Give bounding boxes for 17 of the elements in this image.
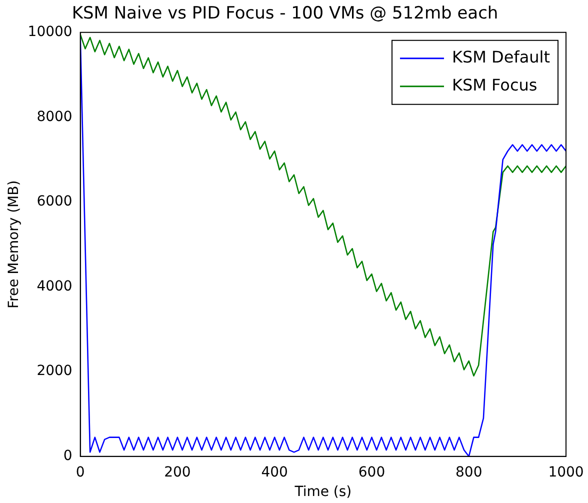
x-axis-title: Time (s) xyxy=(294,484,352,500)
legend-label: KSM Default xyxy=(452,48,550,67)
x-tick-label: 0 xyxy=(76,464,85,480)
y-axis-title: Free Memory (MB) xyxy=(6,180,22,308)
legend-label: KSM Focus xyxy=(452,76,538,95)
x-tick-label: 400 xyxy=(261,464,288,480)
y-tick-label: 0 xyxy=(63,448,72,464)
x-tick-label: 800 xyxy=(456,464,482,480)
y-tick-label: 4000 xyxy=(36,278,72,294)
y-tick-label: 8000 xyxy=(36,108,72,125)
x-tick-label: 1000 xyxy=(548,464,584,480)
y-tick-label: 6000 xyxy=(36,194,72,210)
x-tick-label: 600 xyxy=(358,464,386,480)
chart-title: KSM Naive vs PID Focus - 100 VMs @ 512mb each xyxy=(72,4,498,24)
y-tick-label: 10000 xyxy=(28,24,72,40)
y-tick-label: 2000 xyxy=(36,363,72,380)
x-tick-label: 200 xyxy=(164,464,191,480)
